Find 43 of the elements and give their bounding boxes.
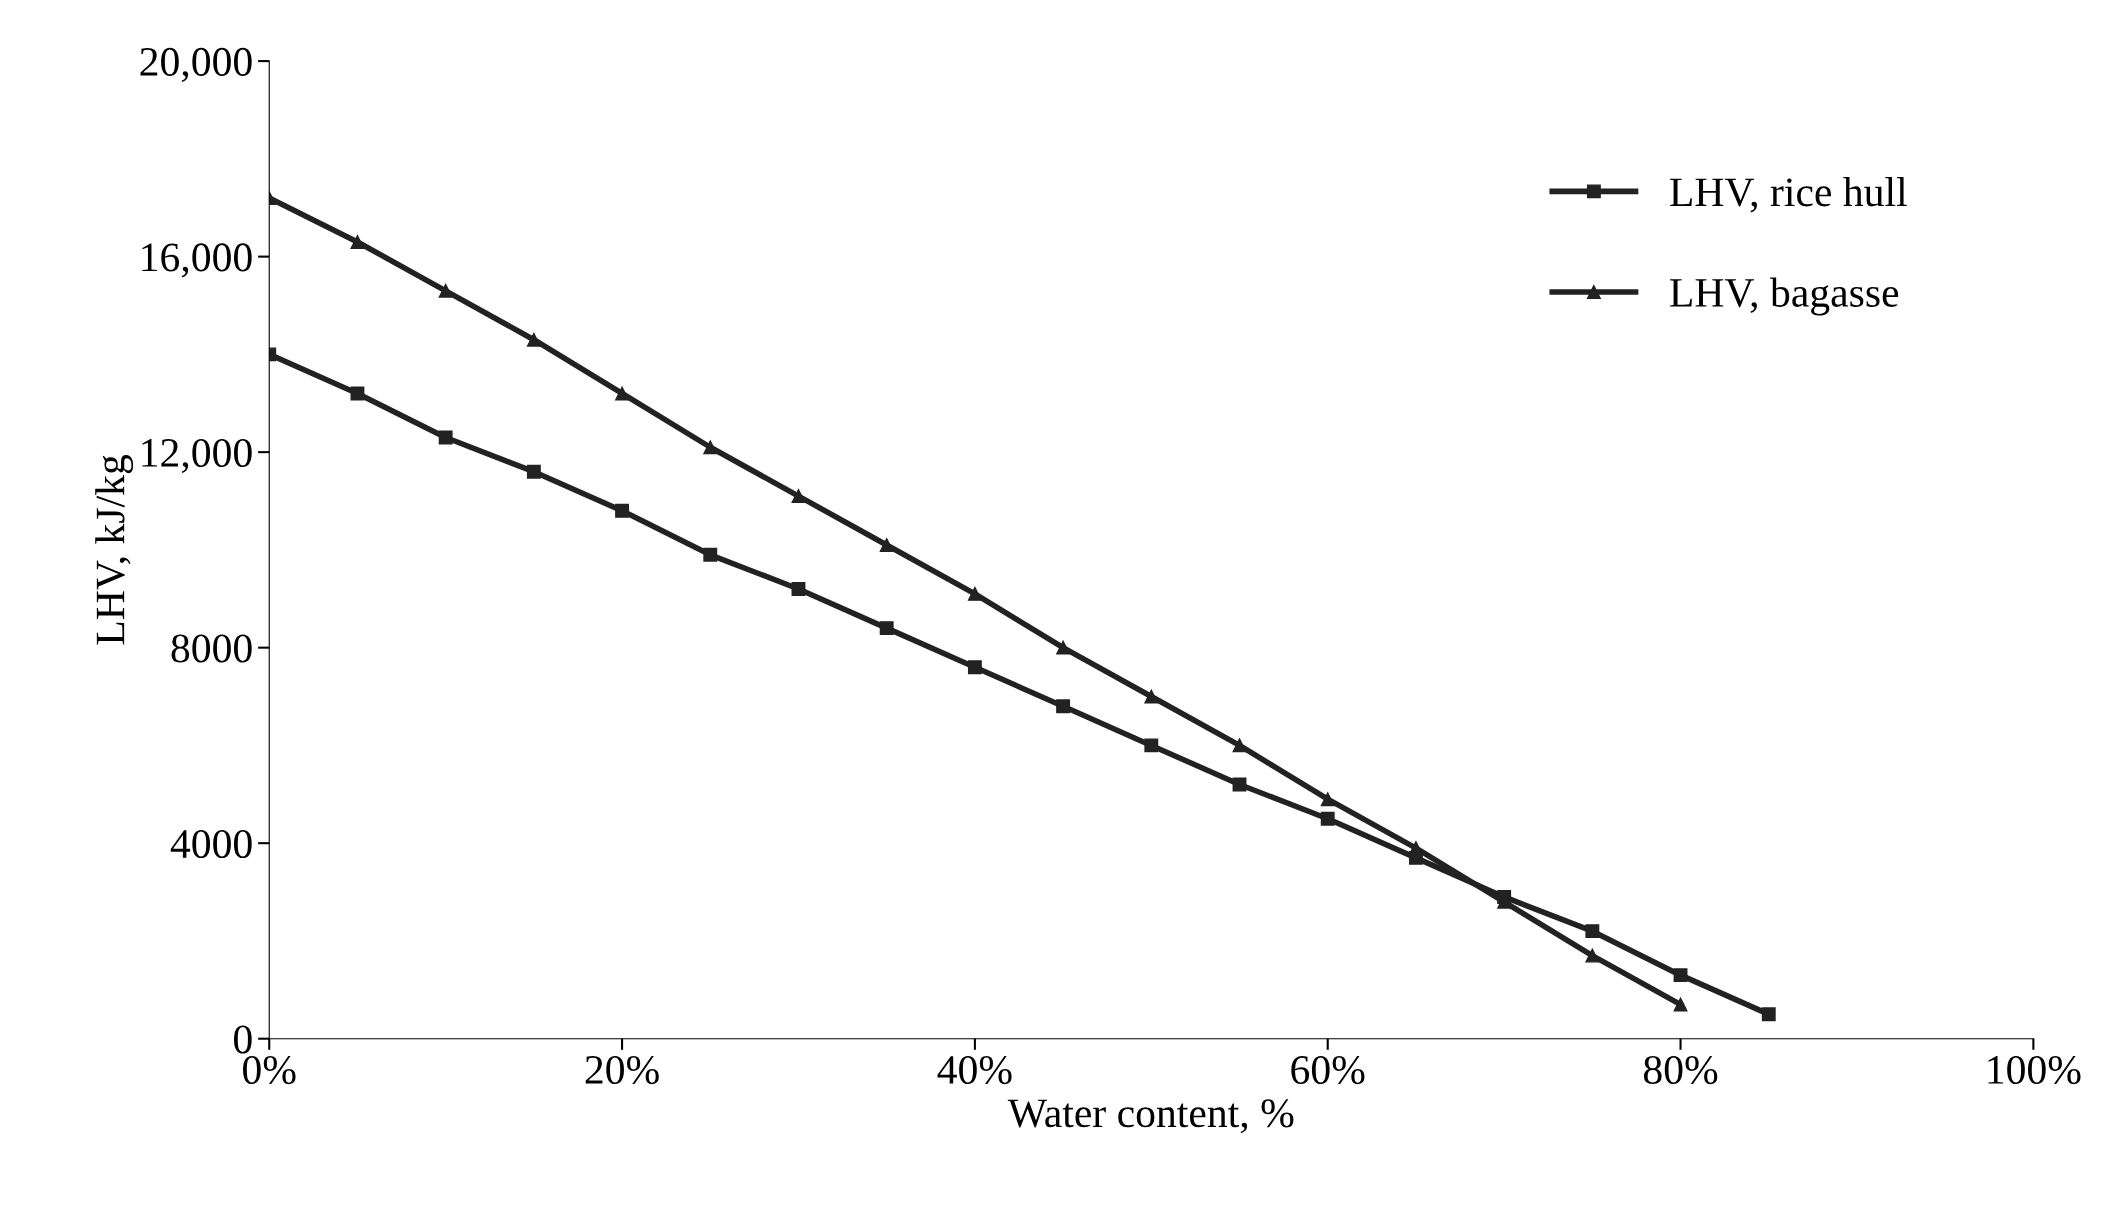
x-tick-label: 0% xyxy=(243,1055,296,1085)
point xyxy=(1761,1007,1776,1022)
point xyxy=(526,332,541,347)
point xyxy=(967,660,982,675)
point xyxy=(791,582,806,596)
point xyxy=(438,430,453,445)
point xyxy=(615,386,630,401)
point xyxy=(1056,640,1071,655)
legend-label: LHV, rice hull xyxy=(1670,177,1907,213)
y-tick-label: 0 xyxy=(234,1025,252,1054)
point xyxy=(615,503,630,518)
point xyxy=(1056,699,1071,714)
point xyxy=(1673,968,1688,983)
y-axis-title: LHV, kJ/kg xyxy=(95,455,134,645)
point xyxy=(350,235,365,249)
point xyxy=(1144,689,1159,704)
point xyxy=(526,464,541,479)
point xyxy=(1673,997,1688,1012)
x-tick-label: 60% xyxy=(1291,1055,1365,1085)
x-tick-label: 100% xyxy=(1988,1055,2081,1085)
point xyxy=(1320,792,1335,807)
point xyxy=(1320,811,1335,826)
legend-label: LHV, bagasse xyxy=(1670,277,1899,316)
x-axis-title: Water content, % xyxy=(1007,1099,1294,1134)
y-tick-label: 16,000 xyxy=(142,243,252,278)
point xyxy=(967,586,982,601)
point xyxy=(1144,738,1159,753)
point xyxy=(879,538,894,552)
point xyxy=(879,621,894,636)
y-tick-label: 8000 xyxy=(171,634,252,663)
y-tick-label: 12,000 xyxy=(142,438,252,473)
y-tick-label: 4000 xyxy=(170,829,252,859)
x-tick-label: 80% xyxy=(1643,1055,1718,1085)
point xyxy=(438,283,453,298)
point xyxy=(1585,948,1600,963)
point xyxy=(703,440,718,455)
point xyxy=(1232,738,1247,753)
point xyxy=(791,489,806,504)
y-tick-label: 20,000 xyxy=(140,47,252,82)
point xyxy=(703,547,718,562)
point xyxy=(1585,924,1600,939)
x-tick-label: 40% xyxy=(937,1055,1012,1085)
x-tick-label: 20% xyxy=(585,1055,659,1085)
